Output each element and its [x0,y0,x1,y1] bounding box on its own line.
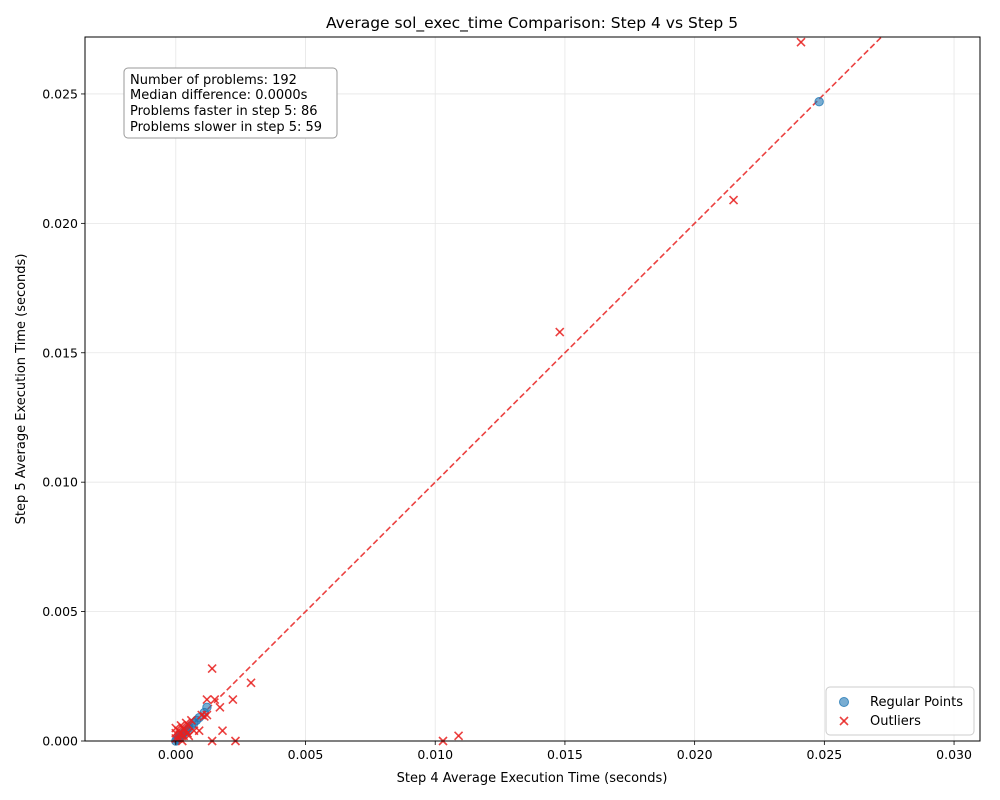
outlier-point [197,710,207,720]
reference-line-y-equals-x [175,36,882,742]
chart-title: Average sol_exec_time Comparison: Step 4… [326,14,738,33]
regular-point [202,702,212,713]
legend-regular-marker [839,697,849,707]
stats-box-frame [123,67,338,139]
stat-faster: Problems faster in step 5: 86 [130,104,318,119]
outlier-point [182,728,193,738]
y-tick-label: 0.005 [42,604,78,619]
legend-outlier-label: Outliers [870,714,921,729]
outlier-point [555,327,565,337]
outlier-point [186,715,196,725]
x-tick-label: 0.000 [158,747,194,762]
x-tick-label: 0.020 [677,747,713,762]
outlier-point [175,729,185,740]
stats-box: Number of problems: 192 Median differenc… [123,67,338,139]
outlier-point [207,663,217,674]
outlier-point [184,731,194,741]
outlier-point [217,726,228,736]
outlier-point [796,37,806,47]
legend-outlier-marker [839,716,849,726]
x-tick-label: 0.005 [288,747,324,762]
axis-ticks: 0.000 0.005 0.010 0.015 0.020 0.025 0.030 0.000… [42,86,972,762]
x-tick-label: 0.025 [806,747,842,762]
outlier-point [199,711,209,721]
legend: Regular Points Outliers [825,686,975,736]
x-tick-label: 0.015 [547,747,583,762]
stat-num-problems: Number of problems: 192 [130,73,297,88]
y-tick-label: 0.015 [42,345,78,360]
x-tick-label: 0.030 [936,747,972,762]
y-tick-label: 0.025 [42,86,78,101]
outlier-point [246,678,256,688]
outlier-point [728,195,739,205]
y-tick-label: 0.010 [42,475,78,490]
legend-frame [825,686,975,736]
y-axis-label: Step 5 Average Execution Time (seconds) [14,254,29,525]
stat-slower: Problems slower in step 5: 59 [130,120,322,135]
x-axis-label: Step 4 Average Execution Time (seconds) [397,771,668,786]
stat-median-diff: Median difference: 0.0000s [130,88,308,103]
outlier-point [215,702,225,712]
reference-line-group [175,36,882,742]
outlier-point [228,695,238,705]
plot-frame [84,36,981,742]
outlier-point [176,720,186,731]
regular-point [814,97,824,107]
y-tick-label: 0.000 [42,734,78,749]
outlier-point [210,695,220,705]
outlier-point [453,731,464,741]
outlier-point [202,695,212,705]
y-tick-label: 0.020 [42,216,78,231]
outlier-point [181,718,191,728]
x-tick-label: 0.010 [417,747,453,762]
legend-regular-label: Regular Points [870,695,963,710]
